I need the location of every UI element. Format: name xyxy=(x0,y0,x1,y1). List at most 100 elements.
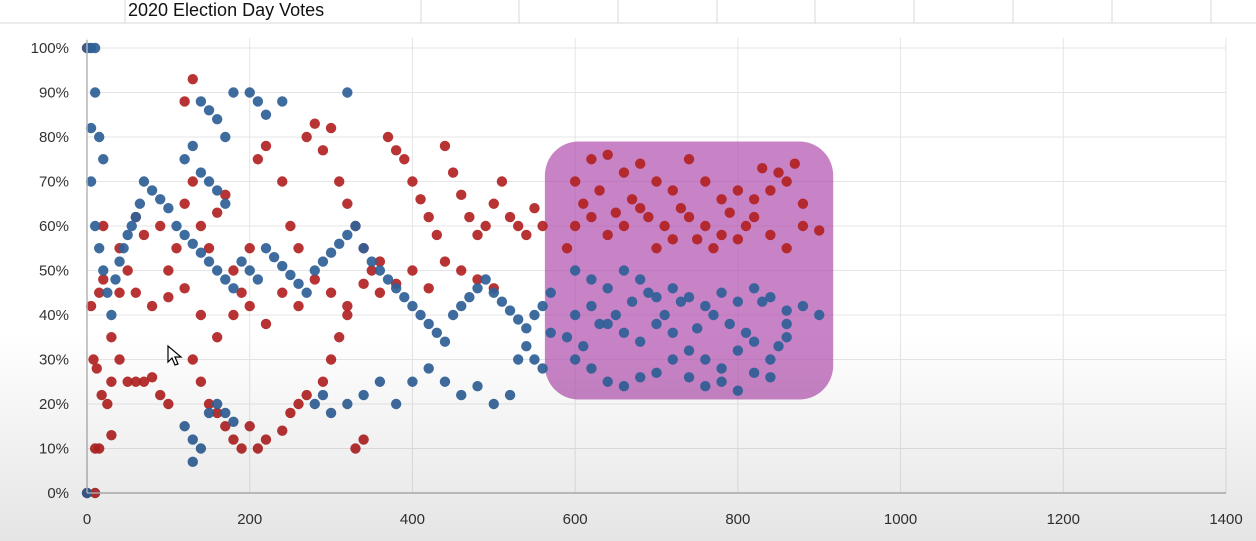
data-point-blue xyxy=(94,131,105,143)
data-point-blue xyxy=(594,318,605,330)
data-point-blue xyxy=(325,247,337,258)
data-point-blue xyxy=(529,309,540,321)
data-point-blue xyxy=(423,318,434,330)
data-point-blue xyxy=(781,318,792,330)
data-point-blue xyxy=(293,278,304,290)
data-point-blue xyxy=(220,198,231,209)
data-point-red xyxy=(773,167,784,178)
data-point-blue xyxy=(732,385,744,396)
data-point-blue xyxy=(602,318,613,330)
data-point-red xyxy=(252,443,264,454)
y-tick-label: 20% xyxy=(39,396,69,413)
data-point-red xyxy=(797,198,809,209)
data-point-red xyxy=(309,118,320,129)
data-point-red xyxy=(480,220,491,232)
data-point-red xyxy=(187,354,198,365)
data-point-blue xyxy=(691,323,703,334)
data-point-red xyxy=(569,220,581,232)
data-point-red xyxy=(342,309,353,321)
data-point-red xyxy=(106,429,117,441)
data-point-blue xyxy=(277,260,288,272)
chart-points xyxy=(81,42,825,499)
data-point-blue xyxy=(374,265,386,276)
data-point-blue xyxy=(602,283,613,294)
data-point-red xyxy=(122,376,133,387)
data-point-blue xyxy=(765,292,776,303)
data-point-blue xyxy=(203,407,215,419)
data-point-blue xyxy=(748,283,760,294)
data-point-blue xyxy=(651,367,662,379)
data-point-red xyxy=(586,154,597,165)
data-point-red xyxy=(293,243,304,254)
data-point-blue xyxy=(358,389,369,401)
data-point-red xyxy=(602,229,613,241)
data-point-red xyxy=(114,354,125,365)
data-point-blue xyxy=(602,376,613,387)
data-point-blue xyxy=(277,96,288,107)
y-tick-label: 90% xyxy=(39,85,69,102)
data-point-blue xyxy=(195,443,207,454)
data-point-blue xyxy=(228,416,239,427)
data-point-red xyxy=(98,274,109,285)
data-point-blue xyxy=(350,220,361,232)
y-tick-label: 70% xyxy=(39,174,69,191)
data-point-blue xyxy=(651,318,662,330)
data-point-blue xyxy=(537,300,548,312)
data-point-red xyxy=(277,287,288,298)
data-point-red xyxy=(236,287,247,298)
data-point-blue xyxy=(447,309,459,321)
data-point-red xyxy=(260,140,272,152)
data-point-red xyxy=(781,176,792,187)
data-point-blue xyxy=(464,292,475,303)
y-tick-label: 80% xyxy=(39,129,69,146)
data-point-blue xyxy=(456,300,467,312)
data-point-red xyxy=(203,398,215,410)
data-point-red xyxy=(146,300,158,312)
data-point-blue xyxy=(667,283,678,294)
data-point-blue xyxy=(130,211,142,223)
data-point-blue xyxy=(781,332,792,343)
x-tick-label: 1000 xyxy=(884,511,917,528)
data-point-red xyxy=(797,220,809,232)
data-point-blue xyxy=(138,176,150,187)
data-point-red xyxy=(228,434,239,445)
data-point-blue xyxy=(667,327,678,338)
highlight-region xyxy=(544,141,834,400)
y-tick-label: 30% xyxy=(39,352,69,369)
data-point-blue xyxy=(85,176,97,187)
data-point-red xyxy=(423,283,434,294)
data-point-red xyxy=(765,185,776,196)
data-point-red xyxy=(732,234,744,245)
data-point-red xyxy=(708,243,719,254)
data-point-blue xyxy=(285,269,296,281)
data-point-red xyxy=(317,145,329,156)
data-point-blue xyxy=(252,96,264,107)
data-point-red xyxy=(700,176,711,187)
x-tick-label: 400 xyxy=(400,511,425,528)
data-point-blue xyxy=(700,354,711,365)
data-point-red xyxy=(496,176,508,187)
data-point-blue xyxy=(569,309,581,321)
data-point-red xyxy=(244,243,255,254)
data-point-blue xyxy=(179,229,190,241)
data-point-blue xyxy=(195,167,207,178)
data-point-red xyxy=(504,211,516,223)
data-point-blue xyxy=(635,274,646,285)
x-tick-label: 600 xyxy=(563,511,588,528)
data-point-blue xyxy=(187,456,198,468)
data-point-red xyxy=(179,96,190,107)
data-point-red xyxy=(439,256,451,267)
data-point-blue xyxy=(675,296,687,307)
data-point-red xyxy=(667,234,678,245)
data-point-blue xyxy=(126,220,137,232)
data-point-red xyxy=(382,131,394,143)
data-point-red xyxy=(277,176,288,187)
sheet-title-cell[interactable]: 2020 Election Day Votes xyxy=(128,0,325,20)
data-point-red xyxy=(342,300,353,312)
data-point-red xyxy=(171,243,182,254)
data-point-blue xyxy=(431,327,443,338)
data-point-blue xyxy=(748,367,760,379)
data-point-red xyxy=(325,287,337,298)
data-point-blue xyxy=(85,122,97,134)
